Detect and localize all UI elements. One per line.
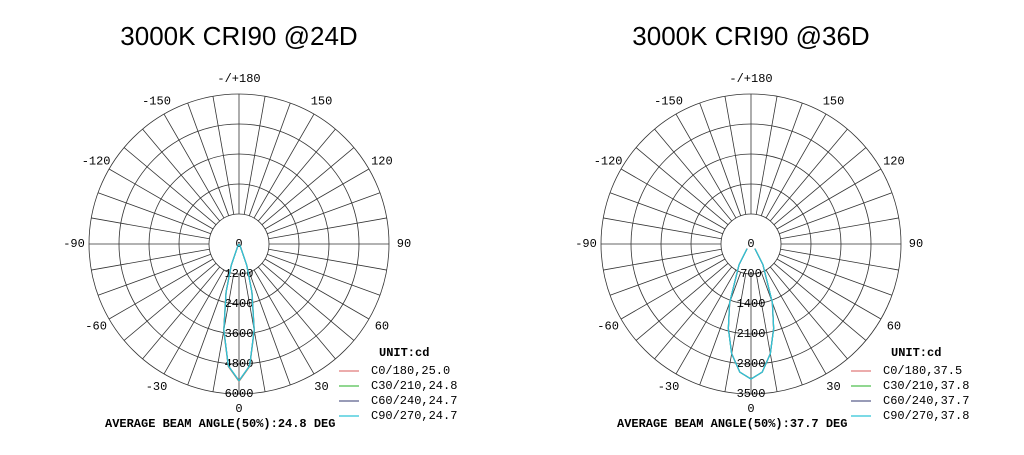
- chart-title: 3000K CRI90 @36D: [632, 21, 869, 51]
- r-tick-label: 2100: [737, 327, 766, 341]
- theta-tick-label: -/+180: [217, 72, 260, 86]
- legend-label: C30/210,24.8: [371, 379, 457, 393]
- theta-tick-label: -120: [594, 155, 623, 169]
- footer: AVERAGE BEAM ANGLE(50%):24.8 DEG: [105, 417, 335, 431]
- theta-tick-label: 0: [747, 402, 754, 416]
- theta-tick-label: -/+180: [729, 72, 772, 86]
- legend-label: C90/270,24.7: [371, 409, 457, 423]
- theta-tick-label: -90: [63, 237, 85, 251]
- legend-label: C0/180,37.5: [883, 364, 962, 378]
- grid-ring: [118, 123, 360, 365]
- r-tick-label: 2800: [737, 357, 766, 371]
- r-tick-label: 0: [235, 237, 242, 251]
- legend-label: C60/240,24.7: [371, 394, 457, 408]
- r-tick-label: 3500: [737, 387, 766, 401]
- theta-tick-label: -60: [85, 320, 107, 334]
- theta-tick-label: -30: [658, 380, 680, 394]
- theta-tick-label: 30: [314, 380, 328, 394]
- theta-tick-label: -150: [654, 94, 683, 108]
- theta-tick-label: -60: [597, 320, 619, 334]
- legend-label: C90/270,37.8: [883, 409, 969, 423]
- r-tick-label: 1200: [225, 267, 254, 281]
- footer: AVERAGE BEAM ANGLE(50%):37.7 DEG: [617, 417, 847, 431]
- theta-tick-label: 150: [311, 94, 333, 108]
- grid-ring: [660, 153, 842, 335]
- r-tick-label: 2400: [225, 297, 254, 311]
- unit-label: UNIT:cd: [891, 346, 941, 360]
- r-tick-label: 0: [747, 237, 754, 251]
- chart-title: 3000K CRI90 @24D: [120, 21, 357, 51]
- grid-ring: [600, 93, 902, 395]
- theta-tick-label: 120: [883, 155, 905, 169]
- grid-ring: [178, 183, 300, 305]
- r-tick-label: 1400: [737, 297, 766, 311]
- grid-ring: [148, 153, 330, 335]
- r-tick-label: 4800: [225, 357, 254, 371]
- series-line: [727, 248, 775, 380]
- legend-label: C30/210,37.8: [883, 379, 969, 393]
- series-line: [223, 243, 255, 382]
- grid-ring: [630, 123, 872, 365]
- r-tick-label: 6000: [225, 387, 254, 401]
- theta-tick-label: 90: [397, 237, 411, 251]
- theta-tick-label: 120: [371, 155, 393, 169]
- theta-tick-label: -120: [82, 155, 111, 169]
- grid-ring: [690, 183, 812, 305]
- theta-tick-label: -90: [575, 237, 597, 251]
- theta-tick-label: -30: [146, 380, 168, 394]
- theta-tick-label: 60: [375, 320, 389, 334]
- legend-label: C60/240,37.7: [883, 394, 969, 408]
- r-tick-label: 700: [740, 267, 762, 281]
- unit-label: UNIT:cd: [379, 346, 429, 360]
- legend-label: C0/180,25.0: [371, 364, 450, 378]
- grid-ring: [88, 93, 390, 395]
- theta-tick-label: -150: [142, 94, 171, 108]
- theta-tick-label: 150: [823, 94, 845, 108]
- grid-ring: [208, 213, 270, 275]
- theta-tick-label: 60: [887, 320, 901, 334]
- r-tick-label: 3600: [225, 327, 254, 341]
- grid-ring: [720, 213, 782, 275]
- theta-tick-label: 90: [909, 237, 923, 251]
- theta-tick-label: 0: [235, 402, 242, 416]
- theta-tick-label: 30: [826, 380, 840, 394]
